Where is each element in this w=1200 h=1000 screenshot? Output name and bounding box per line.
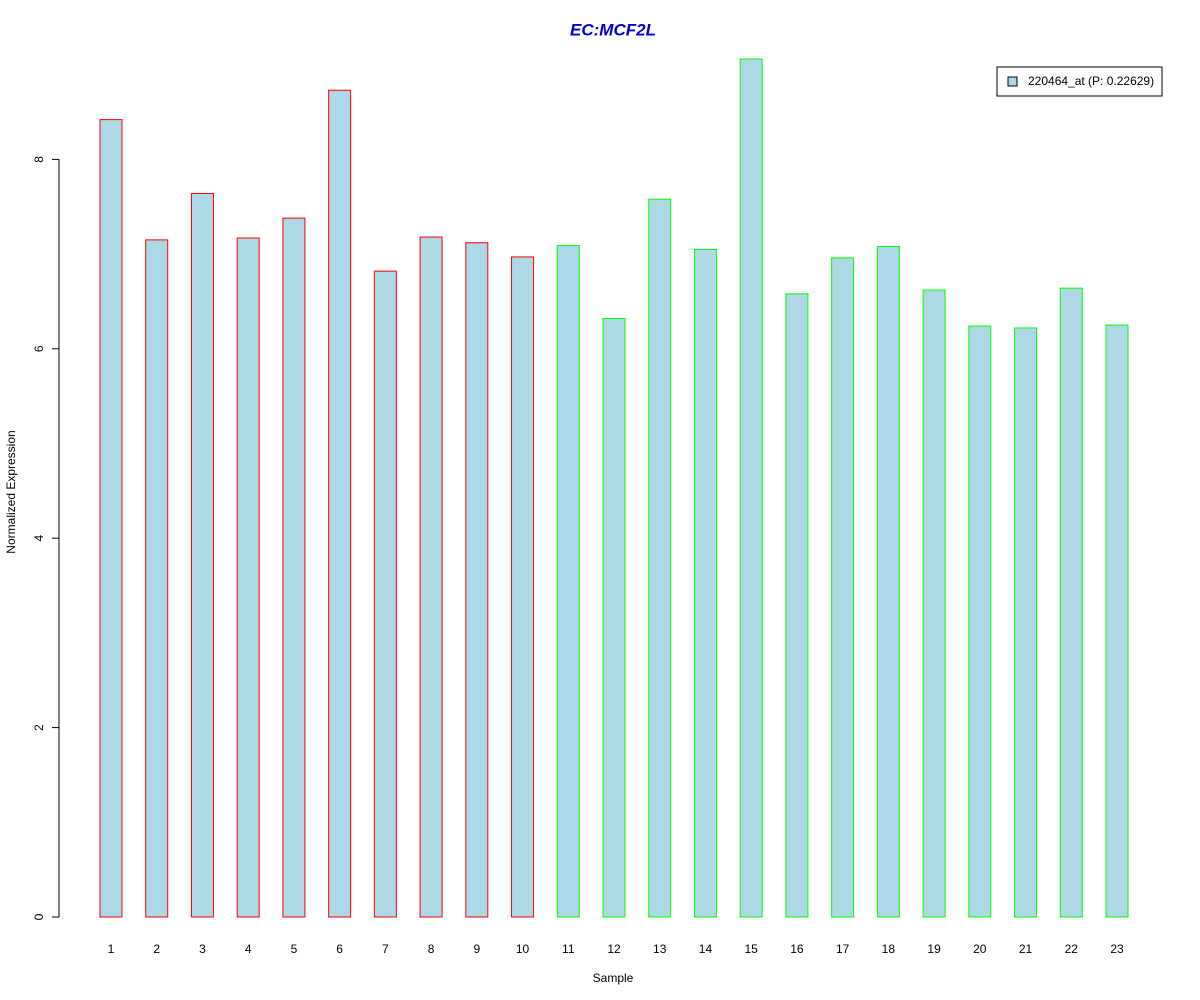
bar — [99, 119, 123, 918]
bar — [1105, 324, 1129, 918]
x-tick-label: 1 — [108, 942, 115, 956]
x-tick-label: 23 — [1110, 942, 1124, 956]
bar — [922, 289, 946, 918]
x-tick-label: 20 — [973, 942, 987, 956]
bar — [373, 270, 397, 918]
bar — [1059, 287, 1083, 918]
bar — [282, 217, 306, 918]
bar — [190, 192, 214, 918]
bar — [419, 236, 443, 918]
bar — [602, 317, 626, 918]
x-tick-label: 2 — [153, 942, 160, 956]
x-tick-label: 16 — [790, 942, 804, 956]
y-tick-label: 2 — [32, 724, 46, 731]
y-tick-label: 8 — [32, 156, 46, 163]
bar — [465, 242, 489, 918]
x-tick-label: 3 — [199, 942, 206, 956]
bar — [785, 293, 809, 918]
bar — [1014, 327, 1038, 918]
bar — [236, 237, 260, 918]
legend-label: 220464_at (P: 0.22629) — [1028, 74, 1154, 88]
legend-swatch — [1007, 76, 1018, 87]
x-tick-label: 22 — [1065, 942, 1079, 956]
y-axis-label: Normalized Expression — [4, 430, 18, 553]
x-tick-label: 18 — [882, 942, 896, 956]
y-tick-label: 6 — [32, 345, 46, 352]
x-axis-label: Sample — [593, 971, 634, 985]
legend-box — [996, 66, 1163, 97]
y-tick-label: 4 — [32, 535, 46, 542]
x-tick-label: 12 — [607, 942, 621, 956]
bar — [968, 325, 992, 918]
bar — [831, 257, 855, 918]
x-tick-label: 13 — [653, 942, 667, 956]
x-tick-label: 9 — [473, 942, 480, 956]
x-tick-label: 6 — [336, 942, 343, 956]
bar — [556, 245, 580, 918]
bar — [145, 239, 169, 918]
x-tick-label: 10 — [516, 942, 530, 956]
x-tick-label: 19 — [927, 942, 941, 956]
x-tick-label: 21 — [1019, 942, 1033, 956]
bar — [648, 198, 672, 918]
bar — [511, 256, 535, 918]
x-tick-label: 17 — [836, 942, 850, 956]
x-tick-label: 14 — [699, 942, 713, 956]
bar — [693, 248, 717, 918]
x-tick-label: 15 — [745, 942, 759, 956]
x-tick-label: 4 — [245, 942, 252, 956]
x-tick-label: 8 — [428, 942, 435, 956]
x-tick-label: 11 — [562, 942, 575, 956]
x-tick-label: 7 — [382, 942, 389, 956]
bar — [876, 246, 900, 918]
bar — [739, 58, 763, 918]
bar — [328, 89, 352, 918]
chart-title: EC:MCF2L — [570, 20, 656, 39]
x-tick-label: 5 — [291, 942, 298, 956]
y-tick-label: 0 — [32, 913, 46, 920]
